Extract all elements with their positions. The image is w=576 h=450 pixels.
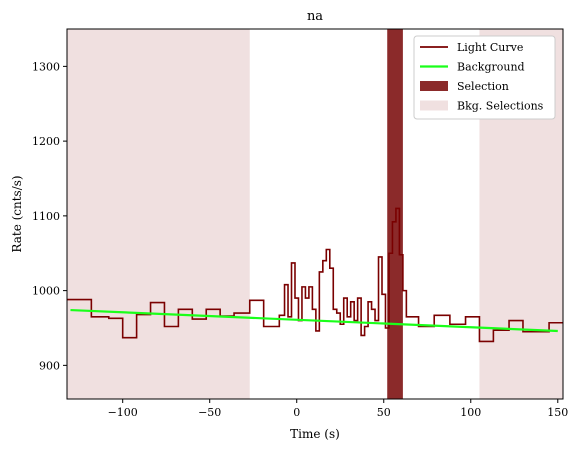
legend-swatch-selection [420,81,448,91]
y-axis-label: Rate (cnts/s) [10,175,24,252]
legend-swatch-bkg-selections [420,100,448,111]
y-tick-label: 900 [39,359,60,372]
plot-frame [66,28,564,400]
chart-title: na [307,9,323,24]
legend: Light Curve Background Selection Bkg. Se… [413,35,556,120]
legend-box [413,35,556,120]
x-axis-label: Time (s) [290,427,340,441]
selection-region [387,29,403,399]
legend-label-background: Background [457,61,525,74]
x-tick-label: 100 [460,406,481,419]
background-layer [70,308,558,333]
x-tick-label: −50 [198,406,221,419]
legend-label-selection: Selection [457,80,509,93]
x-ticks: −100 −50 0 50 100 150 [108,399,568,419]
legend-label-bkg-selections: Bkg. Selections [457,100,544,113]
y-ticks: 900 1000 1100 1200 1300 [32,60,67,372]
x-tick-label: 0 [293,406,300,419]
bkg-selection-region [67,29,250,399]
y-tick-label: 1300 [32,60,60,73]
y-tick-label: 1200 [32,135,60,148]
y-tick-label: 1000 [32,285,60,298]
x-tick-label: 50 [377,406,391,419]
y-tick-label: 1100 [32,210,60,223]
x-tick-label: −100 [108,406,138,419]
selection-layer [387,29,403,399]
background-fit-line [70,308,558,333]
x-tick-label: 150 [547,406,568,419]
legend-label-light-curve: Light Curve [457,41,523,54]
